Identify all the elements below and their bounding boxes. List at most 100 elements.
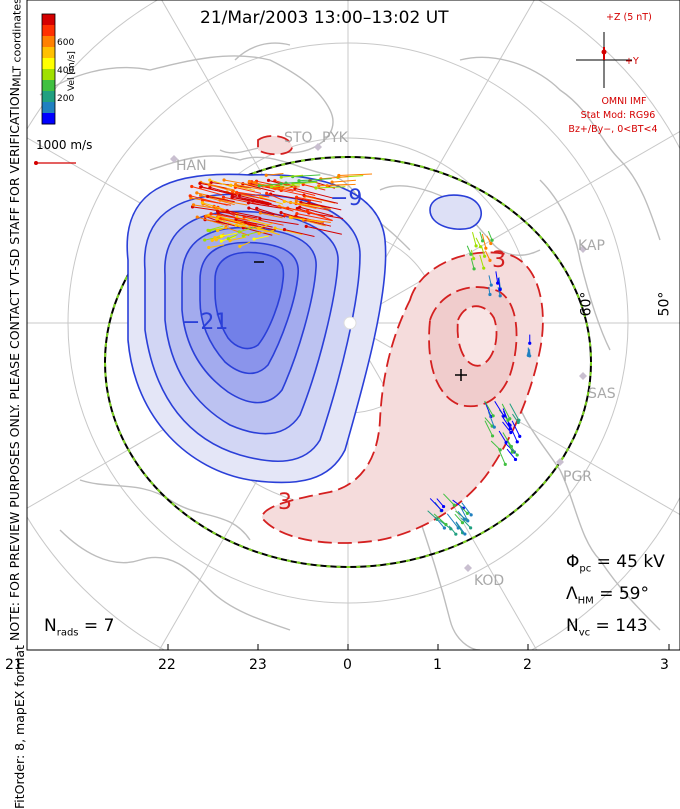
velocity-vector: [495, 271, 499, 284]
velocity-vector: [290, 202, 317, 209]
velocity-vector-origin: [277, 204, 281, 208]
vector-count: Nvc = 143: [566, 616, 648, 639]
velocity-vector-origin: [209, 212, 213, 216]
velocity-vector: [455, 521, 463, 534]
station-label: HAN: [176, 158, 207, 174]
velocity-vector: [433, 513, 447, 525]
velocity-vector: [232, 196, 270, 206]
velocity-vector-origin: [440, 508, 444, 513]
heppner-maynard-boundary: [104, 156, 592, 568]
velocity-vector: [239, 241, 251, 247]
velocity-vector-origin: [214, 238, 218, 242]
velocity-vector: [510, 428, 518, 443]
negative-potential-cell: [126, 173, 483, 484]
latitude-label: 50°: [656, 291, 673, 317]
velocity-vector-origin: [279, 211, 283, 215]
velocity-vector-origin: [198, 193, 203, 197]
station-label: KAP: [578, 238, 605, 254]
colorbar-segment: [42, 113, 55, 125]
velocity-vector: [217, 210, 258, 219]
velocity-vector-origin: [452, 503, 456, 507]
contour-label: 3: [278, 490, 292, 515]
velocity-vector-origin: [264, 173, 268, 177]
velocity-vector: [220, 218, 254, 227]
velocity-vector: [213, 205, 236, 217]
velocity-vector-origin: [492, 425, 496, 429]
velocity-vector-origin: [513, 457, 518, 462]
contour-label: −21: [182, 310, 229, 335]
imf-y-label: +Y: [625, 56, 639, 67]
hour-ticks: [26, 644, 670, 650]
velocity-vector: [484, 417, 493, 427]
mlt-label: 23: [249, 657, 267, 673]
velocity-vector: [484, 420, 493, 437]
colorbar-border: [41, 13, 56, 125]
velocity-vector: [300, 202, 331, 209]
velocity-vectors: [188, 172, 532, 536]
extrema-markers: [254, 261, 467, 381]
velocity-vector-origin: [444, 522, 448, 527]
colorbar-tick: 200: [57, 94, 75, 104]
velocity-vector-origin: [257, 231, 261, 235]
velocity-vector: [284, 200, 321, 208]
velocity-vector-origin: [498, 448, 502, 452]
velocity-vector-origin: [210, 238, 214, 243]
velocity-vector-origin: [195, 215, 199, 219]
velocity-vector: [436, 498, 444, 507]
velocity-vector-origin: [509, 444, 513, 449]
reference-vector-label: 1000 m/s: [36, 138, 93, 152]
velocity-vector-origin: [295, 206, 299, 211]
velocity-vector: [494, 400, 505, 417]
velocity-vector-origin: [482, 254, 487, 258]
velocity-vector: [190, 195, 228, 206]
mlt-label: 22: [158, 657, 176, 673]
velocity-vector: [498, 430, 507, 443]
velocity-vector: [227, 210, 261, 218]
radar-count: Nrads = 7: [44, 616, 115, 639]
velocity-vector-origin: [269, 185, 274, 189]
velocity-vector-origin: [258, 216, 262, 221]
velocity-vector-origin: [317, 184, 321, 188]
velocity-vector-origin: [219, 239, 223, 243]
station-label: PGR: [563, 469, 593, 485]
velocity-vector: [315, 186, 346, 189]
velocity-vector-origin: [294, 199, 298, 203]
map-frame: [26, 0, 680, 651]
velocity-vector: [294, 187, 333, 199]
velocity-vector: [281, 189, 317, 199]
velocity-vector: [217, 226, 228, 231]
velocity-vector: [239, 195, 270, 204]
coordinate-system: MLT coordinates: [10, 0, 24, 87]
velocity-vector: [284, 229, 315, 237]
colorbar-segment: [42, 25, 55, 37]
velocity-vector-origin: [252, 237, 256, 241]
velocity-vector: [271, 184, 301, 188]
velocity-vector: [208, 244, 225, 248]
convection-map: [26, 0, 680, 651]
velocity-vector: [209, 184, 237, 193]
velocity-vector-origin: [229, 183, 233, 187]
velocity-vector: [296, 213, 333, 222]
velocity-vector-origin: [294, 195, 299, 199]
velocity-vector: [497, 277, 501, 290]
velocity-vector-origin: [503, 462, 507, 466]
station-label: STO: [284, 130, 313, 146]
velocity-vector: [260, 212, 283, 219]
velocity-vector-origin: [314, 186, 318, 190]
contour-label: 3: [492, 248, 506, 273]
station-label: PYK: [322, 130, 348, 146]
velocity-vector: [236, 191, 276, 203]
velocity-vector-origin: [234, 223, 238, 227]
colorbar-segment: [42, 36, 55, 48]
velocity-vector: [470, 258, 475, 269]
velocity-vector: [512, 413, 519, 423]
velocity-vector: [338, 173, 373, 176]
velocity-vector-origin: [199, 185, 203, 189]
velocity-vector: [243, 231, 258, 237]
velocity-vector-origin: [200, 201, 204, 205]
latitude-label: 60°: [578, 291, 595, 317]
velocity-vector: [193, 204, 226, 211]
cross-polar-cap-potential: Φpc = 45 kV: [566, 552, 665, 575]
velocity-vector-origin: [226, 237, 230, 241]
velocity-vector-origin: [288, 215, 292, 219]
